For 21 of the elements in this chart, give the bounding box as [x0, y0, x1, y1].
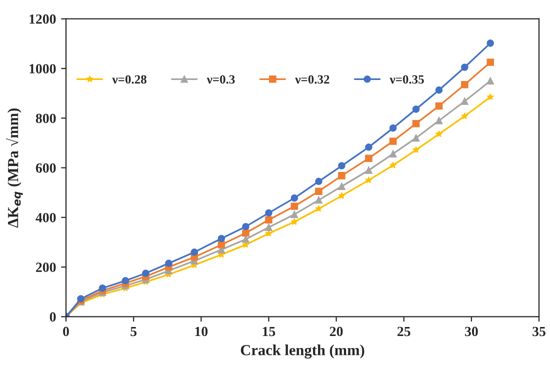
y-tick-label: 1000 [30, 64, 56, 74]
legend-label: ν=0.3 [206, 75, 235, 84]
x-tick-label: 10 [195, 326, 208, 336]
y-tick-label: 1200 [30, 14, 56, 24]
x-tick-label: 15 [262, 326, 276, 336]
x-tick-label: 30 [465, 326, 478, 336]
x-tick-label: 0 [63, 326, 69, 336]
y-tick-label: 800 [36, 114, 56, 124]
x-tick-label: 20 [330, 326, 343, 336]
y-tick-label: 600 [36, 163, 56, 173]
legend-label: ν=0.32 [295, 75, 330, 84]
legend-label: ν=0.35 [390, 75, 424, 84]
y-tick-label: 200 [36, 262, 56, 272]
y-axis-title: ΔK$_{eq}$ (MPa √mm) [6, 108, 23, 228]
x-tick-label: 25 [397, 326, 410, 336]
y-tick-label: 0 [50, 312, 56, 322]
x-axis-title: Crack length (mm) [240, 344, 364, 359]
x-tick-label: 35 [532, 326, 546, 336]
x-tick-label: 5 [130, 326, 137, 336]
y-tick-label: 400 [36, 212, 56, 222]
legend-label: ν=0.28 [112, 75, 146, 84]
